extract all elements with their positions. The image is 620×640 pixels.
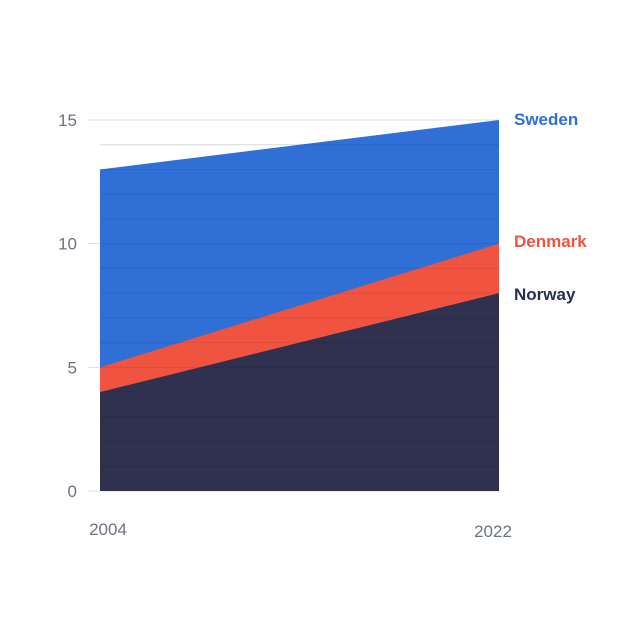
series-label-norway: Norway	[514, 285, 576, 304]
y-tick-label: 15	[58, 111, 77, 130]
x-tick-label: 2004	[89, 520, 127, 539]
area-norway	[100, 293, 499, 491]
y-tick-label: 0	[68, 482, 77, 501]
series-label-denmark: Denmark	[514, 232, 587, 251]
axis-labels: 0 5 10 15 2004 2022	[58, 111, 512, 541]
series-areas	[100, 120, 499, 491]
series-label-sweden: Sweden	[514, 110, 578, 129]
y-tick-label: 5	[68, 358, 77, 377]
y-tick-label: 10	[58, 235, 77, 254]
x-tick-label: 2022	[474, 522, 512, 541]
series-labels: Sweden Denmark Norway	[514, 110, 587, 304]
